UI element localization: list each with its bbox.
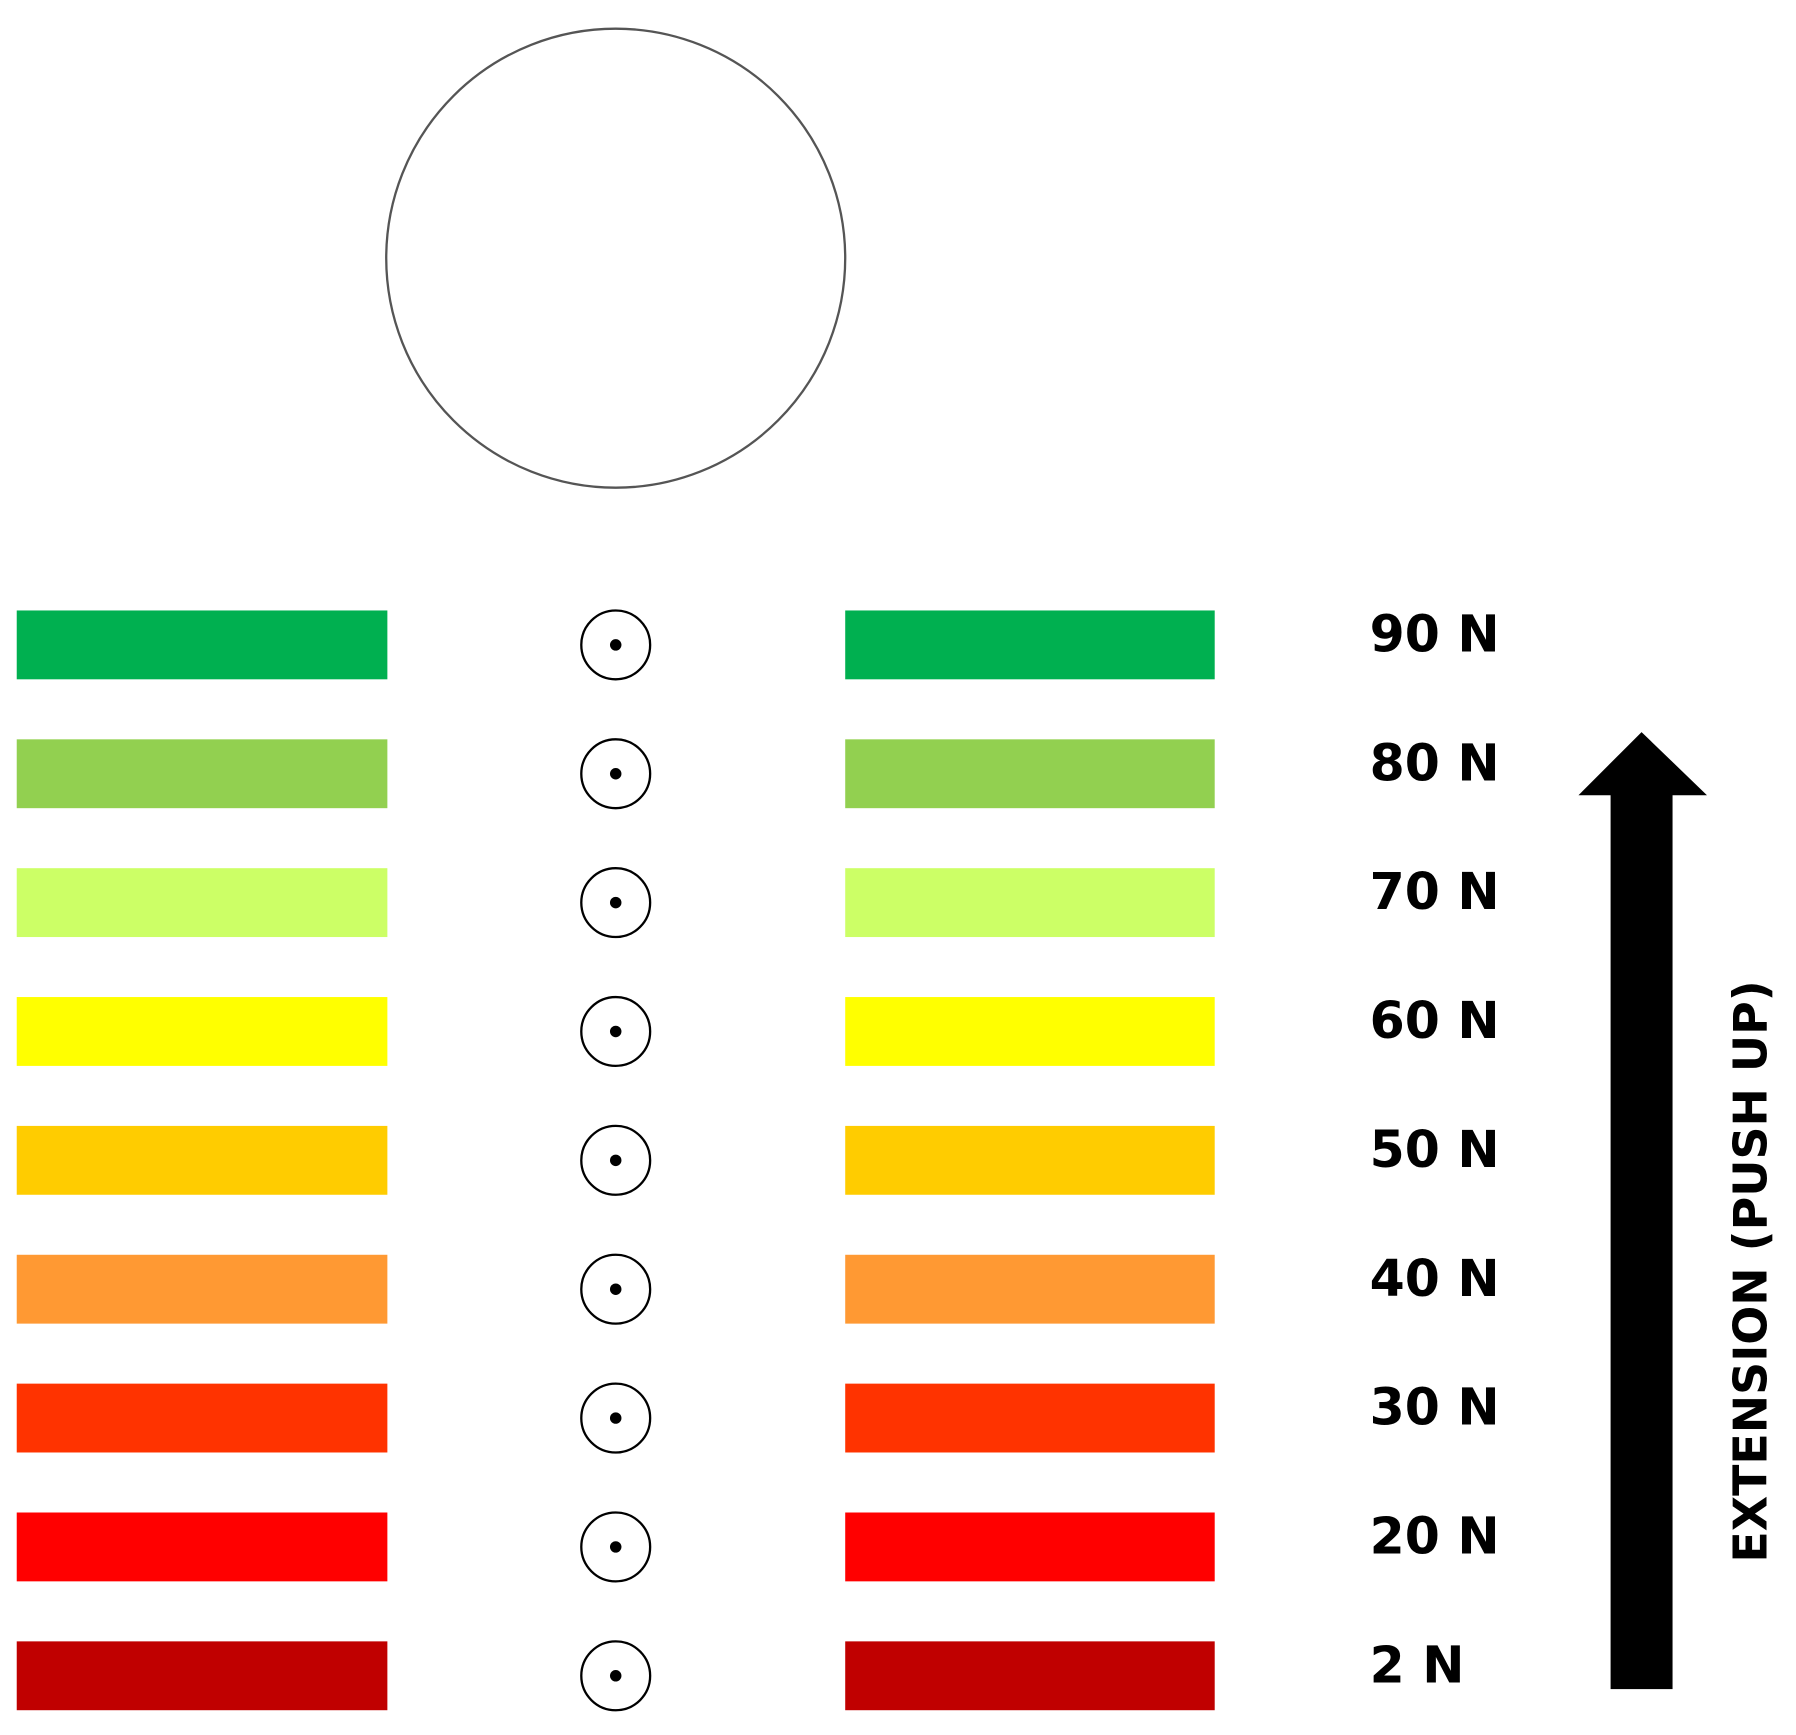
pin-dot [609, 639, 622, 651]
force-label: 90 N [1370, 605, 1500, 664]
right-bar [845, 868, 1215, 938]
pin-dot [609, 1025, 622, 1038]
force-label: 70 N [1370, 862, 1500, 921]
left-bar [16, 1512, 388, 1582]
left-bar [16, 997, 388, 1066]
right-bar [845, 610, 1215, 680]
force-label: 2 N [1370, 1635, 1465, 1694]
right-bar [845, 739, 1215, 809]
rows: 90 N 80 N 70 N 60 N 50 N 40 N 30 N 20 N 2 N [16, 605, 1500, 1712]
force-label: 60 N [1370, 991, 1500, 1050]
right-bar [845, 1641, 1215, 1711]
right-bar [845, 1125, 1215, 1195]
left-bar [16, 739, 388, 809]
left-bar [16, 1641, 388, 1711]
left-bar [16, 1383, 388, 1453]
right-bar [845, 997, 1215, 1066]
right-bar [845, 1254, 1215, 1324]
arrow-shaft [1610, 791, 1673, 1690]
pin-dot [609, 768, 622, 780]
left-bar [16, 1254, 388, 1324]
force-label: 50 N [1370, 1120, 1500, 1179]
pin-dot [609, 1412, 622, 1424]
left-bar [16, 610, 388, 680]
arrow-head [1578, 732, 1707, 796]
left-bar [16, 868, 388, 938]
pin-dot [609, 896, 622, 909]
right-bar [845, 1383, 1215, 1453]
pin-dot [609, 1541, 622, 1553]
force-label: 30 N [1370, 1378, 1500, 1437]
right-bar [845, 1512, 1215, 1582]
left-bar [16, 1125, 388, 1195]
force-label: 80 N [1370, 733, 1500, 792]
arrow-label: EXTENSION (PUSH UP) [1724, 980, 1778, 1562]
pin-dot [609, 1670, 622, 1682]
large-circle [385, 27, 847, 489]
pin-dot [609, 1283, 622, 1295]
force-label: 40 N [1370, 1249, 1500, 1308]
pin-dot [609, 1154, 622, 1167]
force-label: 20 N [1370, 1507, 1500, 1566]
